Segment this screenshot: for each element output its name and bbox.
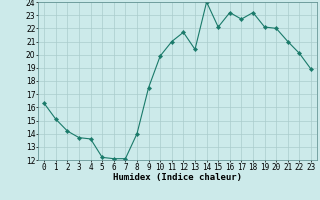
- X-axis label: Humidex (Indice chaleur): Humidex (Indice chaleur): [113, 173, 242, 182]
